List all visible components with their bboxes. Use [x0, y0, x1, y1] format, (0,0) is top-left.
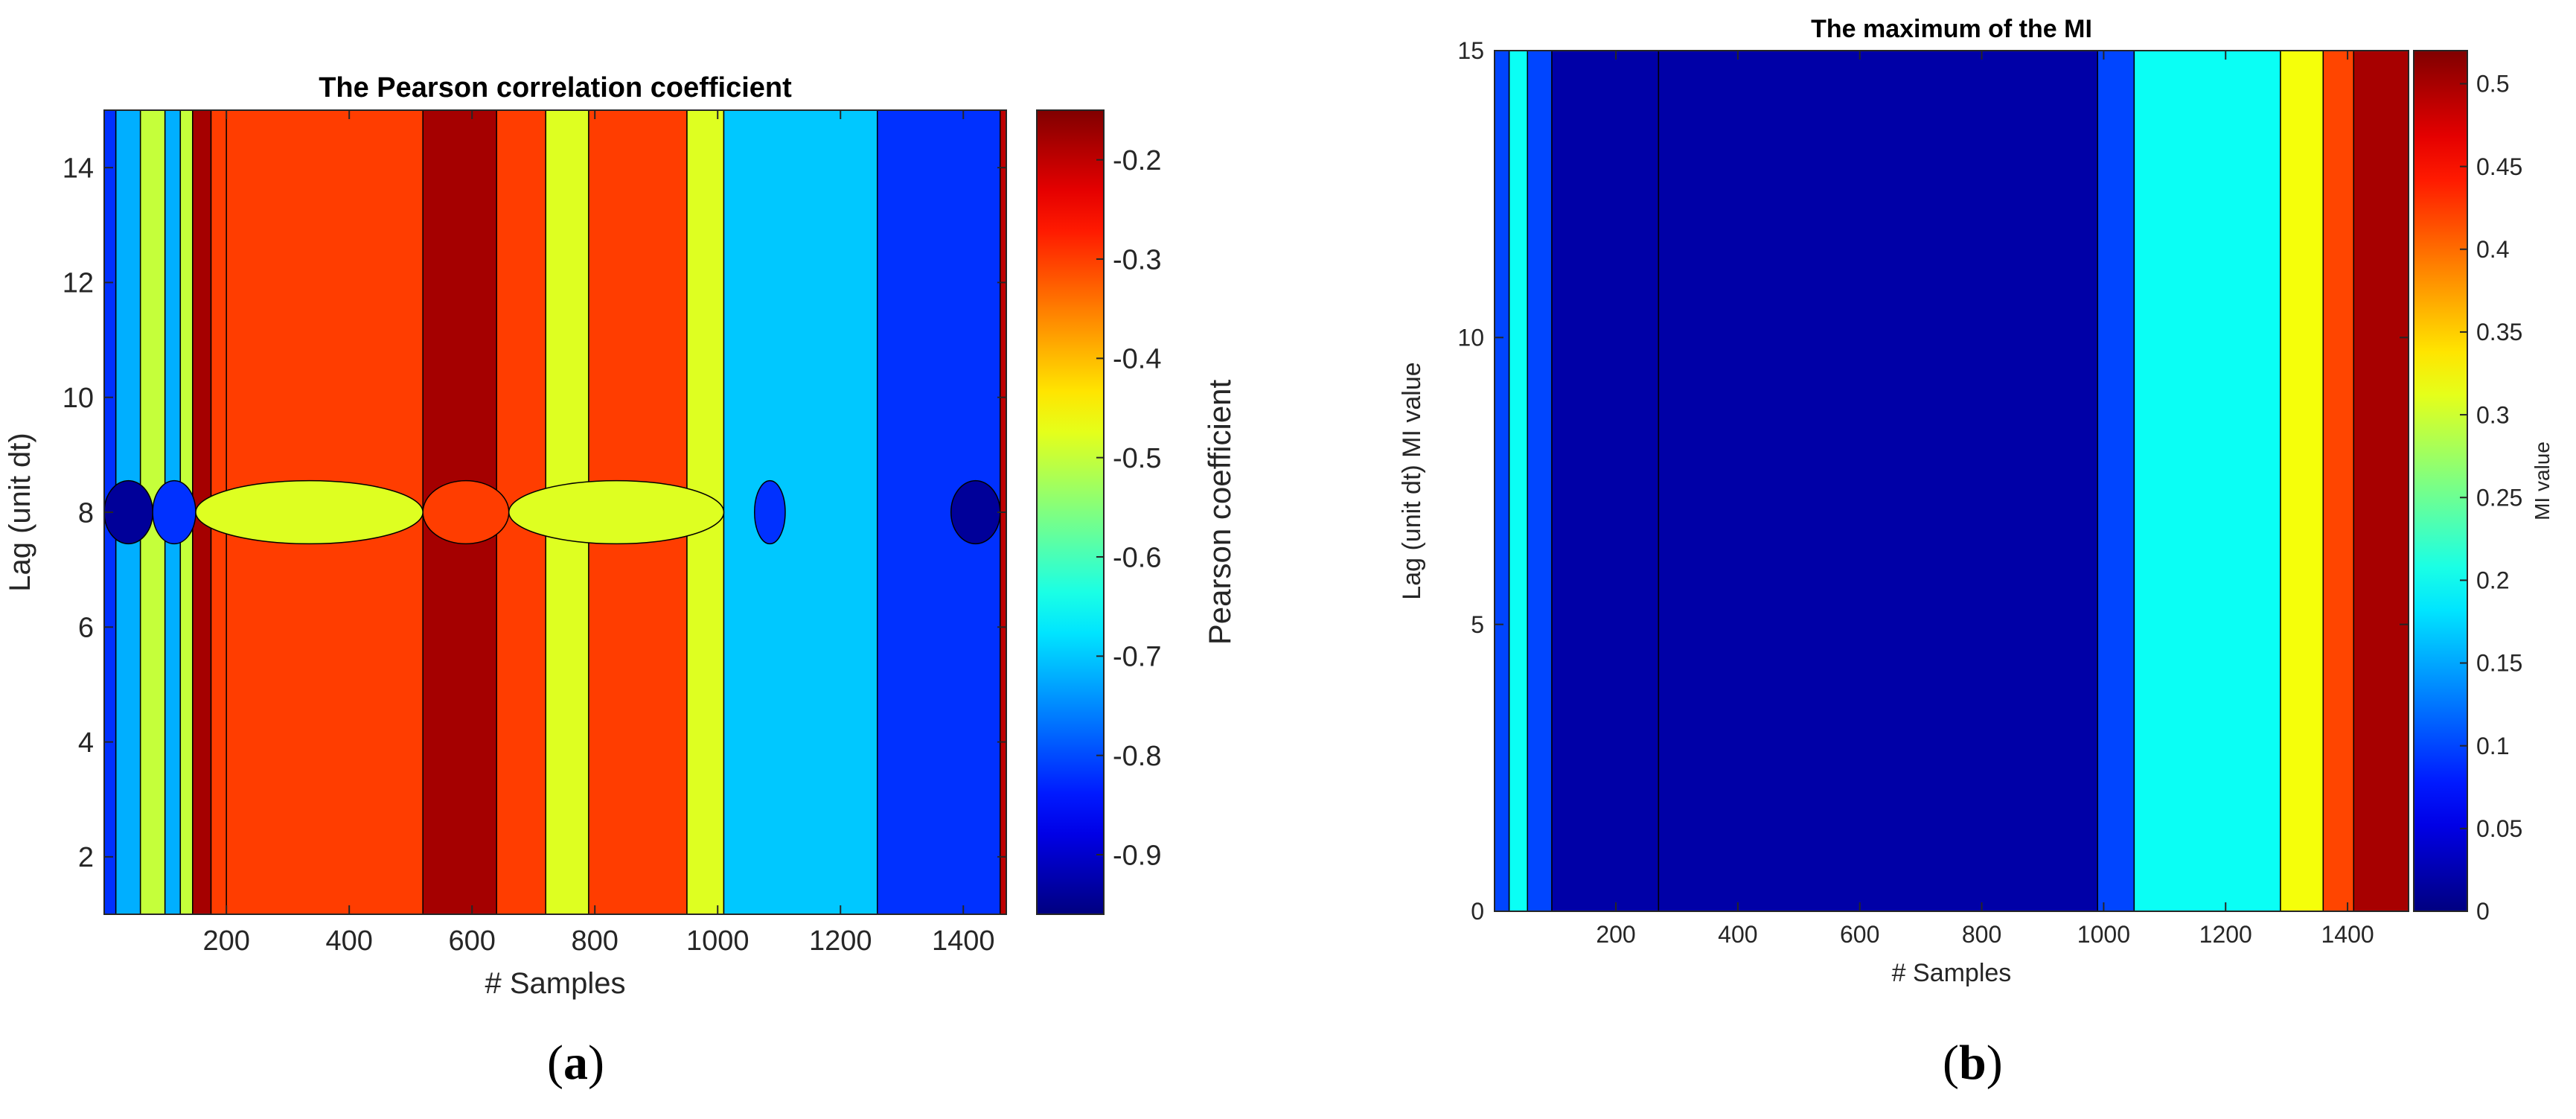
colorbar-tick-label-0: 0: [2476, 898, 2490, 925]
contour-band-13: [723, 110, 878, 914]
chart-title: The maximum of the MI: [1811, 15, 2092, 43]
colorbar: [2413, 50, 2468, 912]
y-tick-label-2: 10: [1457, 325, 1484, 351]
colorbar-tick-label-3: -0.5: [1113, 443, 1161, 474]
x-tick-label-3: 800: [1962, 921, 2001, 948]
chart-title: The Pearson correlation coefficient: [319, 72, 792, 103]
y-axis-label: Lag (unit dt) MI value: [1398, 362, 1426, 599]
panel-b: 200 400 600 800 1000 1200 1400 0 5 10 15 The maximu…: [1288, 0, 2576, 1119]
lag-8-feature-5: [753, 479, 786, 545]
y-tick-label-0: 2: [78, 842, 94, 873]
contour-band-8: [2322, 51, 2355, 911]
plot-frame: [1494, 50, 2409, 912]
y-tick-label-1: 5: [1471, 611, 1484, 638]
y-tick-label-3: 8: [78, 497, 94, 529]
x-axis-label: # Samples: [1892, 959, 2012, 987]
colorbar-tick-label-6: -0.8: [1113, 741, 1161, 772]
x-tick-label-5: 1200: [2199, 921, 2252, 948]
y-tick-label-6: 14: [63, 153, 94, 184]
contour-band-3: [1551, 51, 1660, 911]
x-tick-label-6: 1400: [2321, 921, 2374, 948]
y-tick-label-2: 6: [78, 613, 94, 644]
x-tick-label-4: 1000: [2077, 921, 2130, 948]
y-tick-label-0: 0: [1471, 898, 1484, 925]
y-tick-label-4: 10: [63, 383, 94, 414]
caption-b: (b): [1943, 1036, 2003, 1090]
contour-band-0: [1495, 51, 1510, 911]
x-tick-label-0: 200: [1596, 921, 1635, 948]
x-tick-label-2: 600: [449, 925, 496, 957]
y-axis-label: Lag (unit dt): [4, 433, 36, 591]
contour-band-5: [2097, 51, 2135, 911]
y-tick-label-3: 15: [1457, 37, 1484, 64]
caption-a: (a): [547, 1036, 604, 1090]
colorbar: [1036, 109, 1105, 915]
colorbar-tick-label-1: -0.3: [1113, 244, 1161, 275]
plot-area: [1495, 51, 2409, 911]
colorbar-tick-label-7: -0.9: [1113, 840, 1161, 871]
x-tick-label-2: 600: [1840, 921, 1879, 948]
colorbar-tick-label-4: -0.6: [1113, 542, 1161, 573]
colorbar-tick-label-2: 0.1: [2476, 733, 2509, 759]
colorbar-label: MI value: [2531, 441, 2554, 520]
colorbar-tick-label-3: 0.15: [2476, 650, 2522, 677]
x-tick-label-6: 1400: [932, 925, 995, 957]
contour-band-9: [2353, 51, 2409, 911]
colorbar-tick-label-2: -0.4: [1113, 344, 1161, 375]
contour-band-7: [2280, 51, 2324, 911]
plot-area: [104, 110, 1006, 914]
x-axis-label: # Samples: [485, 967, 626, 1000]
colorbar-tick-label-10: 0.5: [2476, 71, 2509, 98]
panel-a: 200 400 600 800 1000 1200 1400 2 4 6 8 10 12 14 The Pe…: [4, 72, 1237, 1090]
colorbar-tick-label-4: 0.2: [2476, 567, 2509, 594]
lag-8-feature-3: [422, 479, 510, 545]
colorbar-label: Pearson coefficient: [1202, 379, 1237, 645]
lag-8-feature-1: [152, 479, 196, 545]
colorbar-tick-label-7: 0.35: [2476, 319, 2522, 345]
x-tick-label-1: 400: [1718, 921, 1757, 948]
x-tick-label-1: 400: [325, 925, 372, 957]
lag-8-feature-4: [508, 479, 725, 545]
chart-a: 200 400 600 800 1000 1200 1400 2 4 6 8 10 12 14 The Pe…: [4, 72, 1237, 1000]
colorbar-tick-label-8: 0.4: [2476, 236, 2509, 263]
colorbar-tick-label-5: 0.25: [2476, 484, 2522, 511]
colorbar-tick-label-1: 0.05: [2476, 815, 2522, 842]
y-tick-label-5: 12: [63, 268, 94, 299]
colorbar-tick-label-6: 0.3: [2476, 401, 2509, 428]
contour-band-6: [2133, 51, 2281, 911]
lag-8-feature-6: [950, 479, 1001, 545]
x-tick-label-4: 1000: [686, 925, 750, 957]
x-tick-label-0: 200: [202, 925, 249, 957]
contour-band-1: [1508, 51, 1528, 911]
x-tick-label-5: 1200: [809, 925, 872, 957]
x-tick-label-3: 800: [572, 925, 619, 957]
chart-b: 200 400 600 800 1000 1200 1400 0 5 10 15 The maximu…: [1398, 15, 2554, 987]
y-tick-label-1: 4: [78, 727, 94, 759]
colorbar-tick-label-9: 0.45: [2476, 153, 2522, 180]
colorbar-tick-label-5: -0.7: [1113, 642, 1161, 673]
colorbar-tick-label-0: -0.2: [1113, 145, 1161, 176]
contour-band-2: [1527, 51, 1553, 911]
contour-band-4: [1658, 51, 2098, 911]
lag-8-feature-2: [195, 479, 424, 545]
